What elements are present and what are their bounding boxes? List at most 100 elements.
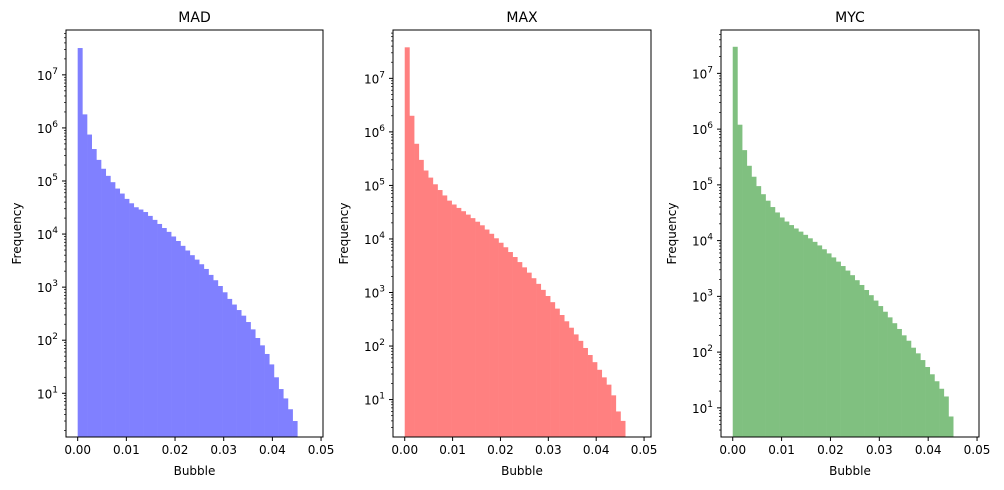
histogram-bar bbox=[817, 245, 823, 437]
histogram-bar bbox=[578, 340, 584, 437]
histogram-bar bbox=[283, 398, 289, 437]
panel-mad: 0.00 0.01 0.02 0.03 0.04 0.05 101 102 103 104 105 1… bbox=[10, 10, 334, 478]
histogram-bar bbox=[770, 207, 776, 437]
histogram-bar bbox=[199, 264, 205, 437]
histogram-bar bbox=[526, 272, 532, 437]
histogram-bar bbox=[742, 150, 748, 437]
panel-title: MYC bbox=[835, 10, 865, 26]
x-tick-label: 0.02 bbox=[817, 443, 844, 457]
histogram-bar bbox=[536, 283, 542, 437]
panel-title: MAD bbox=[178, 10, 210, 26]
panel-max: 0.00 0.01 0.02 0.03 0.04 0.05 101 102 103 104 105 1… bbox=[337, 10, 657, 478]
histogram-bar bbox=[273, 377, 279, 437]
histogram-bar bbox=[732, 46, 738, 437]
histogram-bar bbox=[910, 347, 916, 437]
histogram-bar bbox=[91, 149, 97, 438]
histogram-bar bbox=[929, 374, 935, 437]
y-axis-label: Frequency bbox=[10, 203, 24, 265]
histogram-bar bbox=[765, 200, 771, 437]
histogram-bar bbox=[943, 396, 949, 437]
y-tick-label: 101 bbox=[37, 385, 58, 401]
histogram-bar bbox=[414, 143, 420, 437]
histogram-bar bbox=[180, 245, 186, 437]
y-tick-label: 106 bbox=[37, 120, 58, 136]
histogram-bar bbox=[255, 338, 261, 437]
y-axis-label: Frequency bbox=[337, 203, 351, 265]
histogram-bar bbox=[175, 241, 181, 437]
x-tick-label: 0.01 bbox=[439, 443, 466, 457]
y-tick-label: 106 bbox=[692, 121, 713, 137]
histogram-bar bbox=[227, 298, 233, 437]
x-tick-label: 0.03 bbox=[210, 443, 237, 457]
x-tick-label: 0.00 bbox=[391, 443, 418, 457]
histogram-bar bbox=[87, 134, 92, 438]
histogram-bar bbox=[606, 384, 612, 437]
histogram-bar bbox=[545, 296, 551, 437]
histogram-bar bbox=[850, 275, 855, 437]
histogram-bar bbox=[840, 266, 846, 437]
histogram-bar bbox=[821, 249, 827, 437]
y-tick-label: 104 bbox=[692, 233, 713, 249]
x-tick-label: 0.05 bbox=[964, 443, 991, 457]
axes-frame bbox=[720, 29, 980, 438]
histogram-bar bbox=[185, 250, 191, 437]
histogram-bar bbox=[451, 204, 457, 437]
histogram-bar bbox=[859, 284, 865, 437]
histogram-bar bbox=[854, 280, 860, 437]
histogram-bar bbox=[119, 193, 125, 437]
histogram-bar bbox=[901, 335, 907, 437]
histogram-bar bbox=[592, 362, 598, 437]
histogram-bar bbox=[133, 207, 139, 437]
histogram-bar bbox=[864, 290, 870, 437]
histogram-bar bbox=[110, 182, 116, 437]
histogram-bar bbox=[620, 420, 626, 437]
histogram-bar bbox=[423, 170, 429, 437]
y-tick-label: 107 bbox=[364, 70, 385, 86]
histogram-bar bbox=[446, 200, 452, 437]
histogram-bar bbox=[105, 175, 111, 437]
histogram-bar bbox=[601, 377, 607, 437]
histogram-bar bbox=[925, 367, 931, 437]
y-tick-label: 103 bbox=[692, 288, 713, 304]
histogram-bar bbox=[171, 236, 177, 437]
histogram-bar bbox=[892, 323, 898, 437]
histogram-bar bbox=[208, 274, 214, 437]
axes-frame bbox=[65, 29, 324, 438]
histogram-bar bbox=[915, 353, 921, 437]
histogram-bar bbox=[418, 159, 424, 437]
histogram-bar bbox=[845, 270, 851, 437]
histogram-bar bbox=[264, 353, 270, 437]
histogram-bar bbox=[746, 165, 752, 437]
y-axis-label: Frequency bbox=[665, 203, 679, 265]
histogram-bar bbox=[456, 207, 462, 437]
y-tick-label: 103 bbox=[37, 279, 58, 295]
histogram-bar bbox=[101, 168, 107, 437]
x-tick-label: 0.03 bbox=[535, 443, 562, 457]
histogram-bar bbox=[587, 355, 593, 437]
histogram-bar bbox=[432, 184, 438, 437]
histogram-bar bbox=[479, 225, 485, 437]
histogram-bar bbox=[559, 315, 565, 437]
histogram-bar bbox=[868, 295, 874, 437]
histogram-bar bbox=[287, 409, 293, 437]
histogram-bar bbox=[147, 215, 153, 437]
histogram-bar bbox=[189, 255, 195, 437]
histogram-bar bbox=[597, 369, 603, 437]
histogram-bar bbox=[115, 188, 121, 437]
x-tick-label: 0.04 bbox=[915, 443, 942, 457]
x-tick-label: 0.04 bbox=[583, 443, 610, 457]
x-tick-label: 0.02 bbox=[162, 443, 189, 457]
x-tick-label: 0.00 bbox=[719, 443, 746, 457]
histogram-bar bbox=[217, 286, 223, 437]
histogram-bar bbox=[194, 259, 200, 437]
histogram-bar bbox=[143, 212, 149, 437]
histogram-bar bbox=[582, 347, 588, 437]
histogram-bar bbox=[129, 203, 135, 437]
x-axis-label: Bubble bbox=[174, 464, 216, 478]
histogram-bar bbox=[512, 257, 518, 437]
x-tick-label: 0.02 bbox=[487, 443, 514, 457]
histogram-bar bbox=[475, 221, 481, 437]
histogram-bar bbox=[564, 321, 570, 437]
histogram-bar bbox=[812, 241, 818, 437]
